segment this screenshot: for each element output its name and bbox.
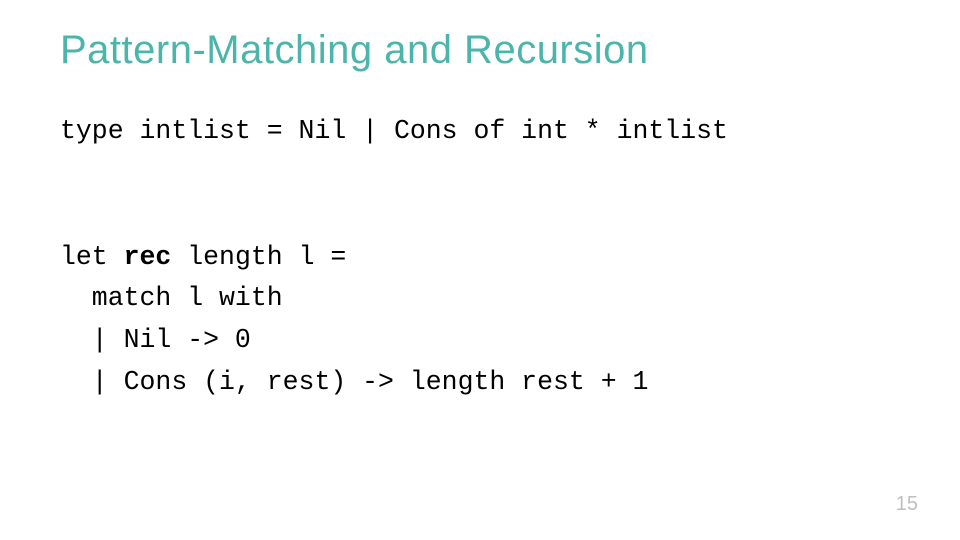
code-line-6: | Cons (i, rest) -> length rest + 1 <box>60 367 648 397</box>
code-keyword-rec: rec <box>124 242 172 272</box>
slide-title: Pattern-Matching and Recursion <box>60 28 900 73</box>
code-line-1: type intlist = Nil | Cons of int * intli… <box>60 116 728 146</box>
code-line-3c: length l = <box>171 242 346 272</box>
page-number: 15 <box>896 493 918 516</box>
slide: Pattern-Matching and Recursion type intl… <box>0 0 960 540</box>
code-line-5: | Nil -> 0 <box>60 325 251 355</box>
code-line-3a: let <box>60 242 124 272</box>
code-block: type intlist = Nil | Cons of int * intli… <box>60 111 900 404</box>
code-line-4: match l with <box>60 283 283 313</box>
